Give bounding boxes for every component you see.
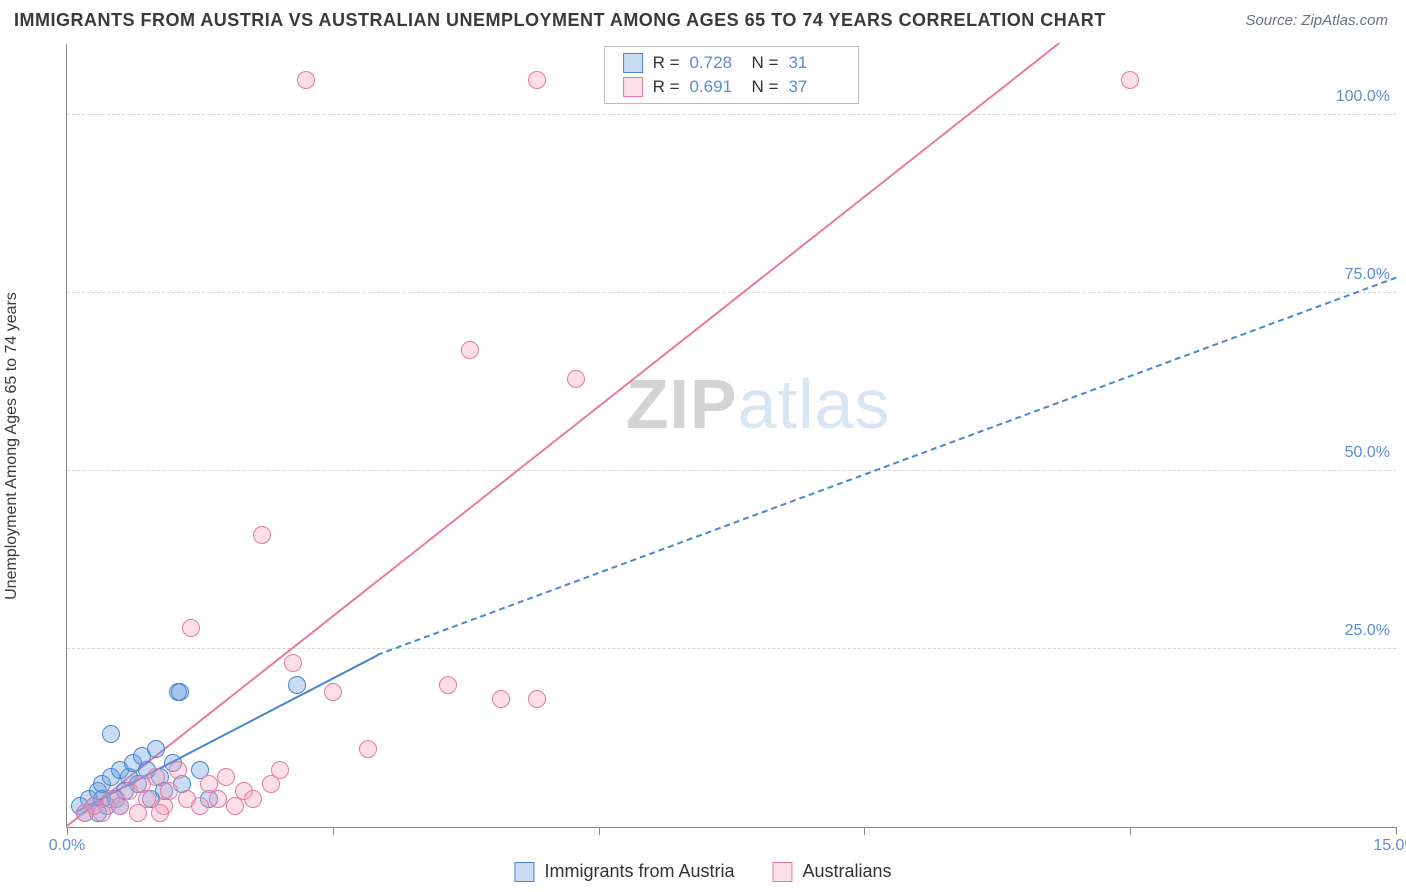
data-point — [182, 619, 200, 637]
data-point — [151, 804, 169, 822]
gridline — [67, 292, 1396, 293]
r-label: R = — [653, 77, 680, 97]
n-value-austria: 31 — [788, 53, 840, 73]
x-tick — [1396, 827, 1397, 835]
data-point — [324, 683, 342, 701]
legend-item-australians: Australians — [773, 861, 892, 882]
x-tick — [599, 827, 600, 835]
legend-label-austria: Immigrants from Austria — [544, 861, 734, 882]
data-point — [528, 71, 546, 89]
data-point — [244, 790, 262, 808]
n-label: N = — [752, 53, 779, 73]
data-point — [567, 370, 585, 388]
x-tick — [333, 827, 334, 835]
plot-area: ZIPatlas R = 0.728 N = 31 R = 0.691 N = … — [66, 44, 1396, 828]
data-point — [492, 690, 510, 708]
data-point — [284, 654, 302, 672]
data-point — [147, 768, 165, 786]
y-tick-label: 100.0% — [1336, 88, 1390, 106]
data-point — [160, 782, 178, 800]
legend-label-australians: Australians — [803, 861, 892, 882]
y-axis-title: Unemployment Among Ages 65 to 74 years — [3, 292, 21, 600]
legend-row-austria: R = 0.728 N = 31 — [605, 51, 859, 75]
data-point — [191, 797, 209, 815]
data-point — [169, 761, 187, 779]
swatch-australians — [623, 77, 643, 97]
chart-title: IMMIGRANTS FROM AUSTRIA VS AUSTRALIAN UN… — [14, 10, 1106, 31]
gridline — [67, 470, 1396, 471]
correlation-legend: R = 0.728 N = 31 R = 0.691 N = 37 — [604, 46, 860, 104]
data-point — [528, 690, 546, 708]
data-point — [138, 790, 156, 808]
r-value-austria: 0.728 — [690, 53, 742, 73]
trend-line — [377, 277, 1397, 656]
data-point — [147, 740, 165, 758]
x-tick-label: 0.0% — [49, 837, 85, 855]
r-value-australians: 0.691 — [690, 77, 742, 97]
data-point — [461, 341, 479, 359]
x-tick-label: 15.0% — [1373, 837, 1406, 855]
legend-row-australians: R = 0.691 N = 37 — [605, 75, 859, 99]
n-label: N = — [752, 77, 779, 97]
gridline — [67, 648, 1396, 649]
data-point — [253, 526, 271, 544]
data-point — [217, 768, 235, 786]
data-point — [271, 761, 289, 779]
source-label: Source: ZipAtlas.com — [1245, 12, 1388, 29]
series-legend: Immigrants from Austria Australians — [514, 861, 891, 882]
gridline — [67, 114, 1396, 115]
data-point — [1121, 71, 1139, 89]
y-tick-label: 50.0% — [1345, 444, 1390, 462]
y-tick-label: 25.0% — [1345, 622, 1390, 640]
data-point — [288, 676, 306, 694]
data-point — [209, 790, 227, 808]
plot-wrap: ZIPatlas R = 0.728 N = 31 R = 0.691 N = … — [50, 44, 1396, 846]
data-point — [171, 683, 189, 701]
swatch-australians-icon — [773, 862, 793, 882]
data-point — [439, 676, 457, 694]
x-tick — [67, 827, 68, 835]
x-tick — [1130, 827, 1131, 835]
swatch-austria-icon — [514, 862, 534, 882]
watermark: ZIPatlas — [626, 364, 891, 444]
x-tick — [864, 827, 865, 835]
legend-item-austria: Immigrants from Austria — [514, 861, 734, 882]
r-label: R = — [653, 53, 680, 73]
data-point — [297, 71, 315, 89]
swatch-austria — [623, 53, 643, 73]
n-value-australians: 37 — [788, 77, 840, 97]
data-point — [102, 725, 120, 743]
trend-line — [66, 42, 1060, 827]
data-point — [359, 740, 377, 758]
